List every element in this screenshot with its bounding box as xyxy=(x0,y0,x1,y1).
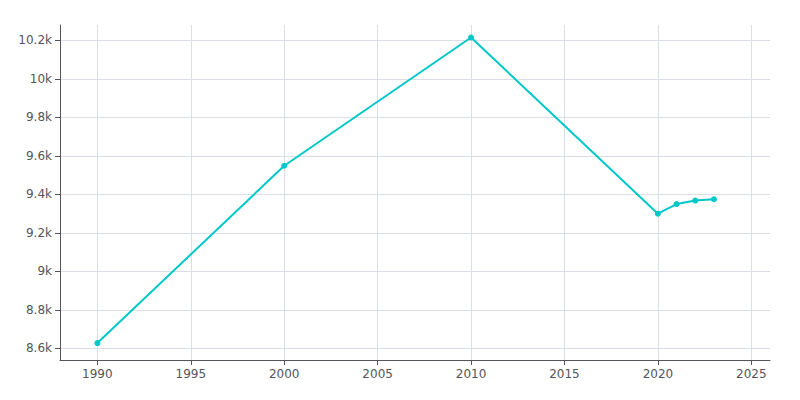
svg-text:9.4k: 9.4k xyxy=(26,187,52,201)
svg-text:2015: 2015 xyxy=(549,367,580,381)
svg-text:10k: 10k xyxy=(30,72,52,86)
svg-text:2025: 2025 xyxy=(736,367,767,381)
svg-text:2005: 2005 xyxy=(362,367,393,381)
svg-text:9k: 9k xyxy=(37,264,52,278)
svg-text:1995: 1995 xyxy=(176,367,207,381)
svg-text:2000: 2000 xyxy=(269,367,300,381)
svg-text:8.6k: 8.6k xyxy=(26,341,52,355)
svg-text:10.2k: 10.2k xyxy=(18,33,52,47)
svg-text:2020: 2020 xyxy=(643,367,674,381)
svg-text:9.6k: 9.6k xyxy=(26,149,52,163)
svg-text:2010: 2010 xyxy=(456,367,487,381)
svg-text:8.8k: 8.8k xyxy=(26,303,52,317)
svg-text:1990: 1990 xyxy=(82,367,113,381)
svg-text:9.2k: 9.2k xyxy=(26,226,52,240)
svg-text:9.8k: 9.8k xyxy=(26,110,52,124)
